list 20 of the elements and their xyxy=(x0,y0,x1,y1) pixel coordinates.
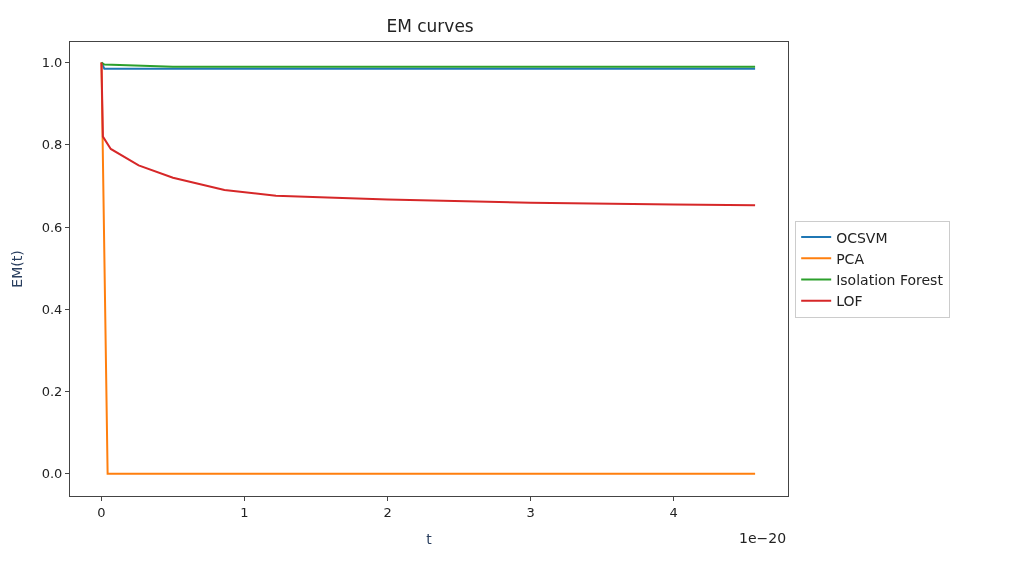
y-axis-title: EM(t) xyxy=(9,250,26,288)
y-tick-label: 0.4 xyxy=(41,301,63,317)
y-tick-label: 0.0 xyxy=(41,466,63,482)
x-tick-label: 4 xyxy=(669,504,678,520)
x-tick-label: 1 xyxy=(240,504,249,520)
chart-title: EM curves xyxy=(386,15,474,36)
x-tick-label: 3 xyxy=(526,504,535,520)
legend-label: Isolation Forest xyxy=(836,271,944,288)
legend-label: OCSVM xyxy=(836,229,888,246)
y-tick-label: 0.6 xyxy=(41,219,63,235)
line-series xyxy=(100,61,757,207)
x-axis-title: t xyxy=(426,530,433,547)
legend-label: PCA xyxy=(836,250,865,267)
x-tick-label: 0 xyxy=(97,504,106,520)
y-tick-label: 0.8 xyxy=(41,137,63,153)
y-tick-label: 0.2 xyxy=(41,384,63,400)
text: 1e−20 xyxy=(739,530,787,546)
y-tick-label: 1.0 xyxy=(41,55,63,71)
x-tick-label: 2 xyxy=(383,504,392,520)
legend-label: LOF xyxy=(836,293,863,310)
